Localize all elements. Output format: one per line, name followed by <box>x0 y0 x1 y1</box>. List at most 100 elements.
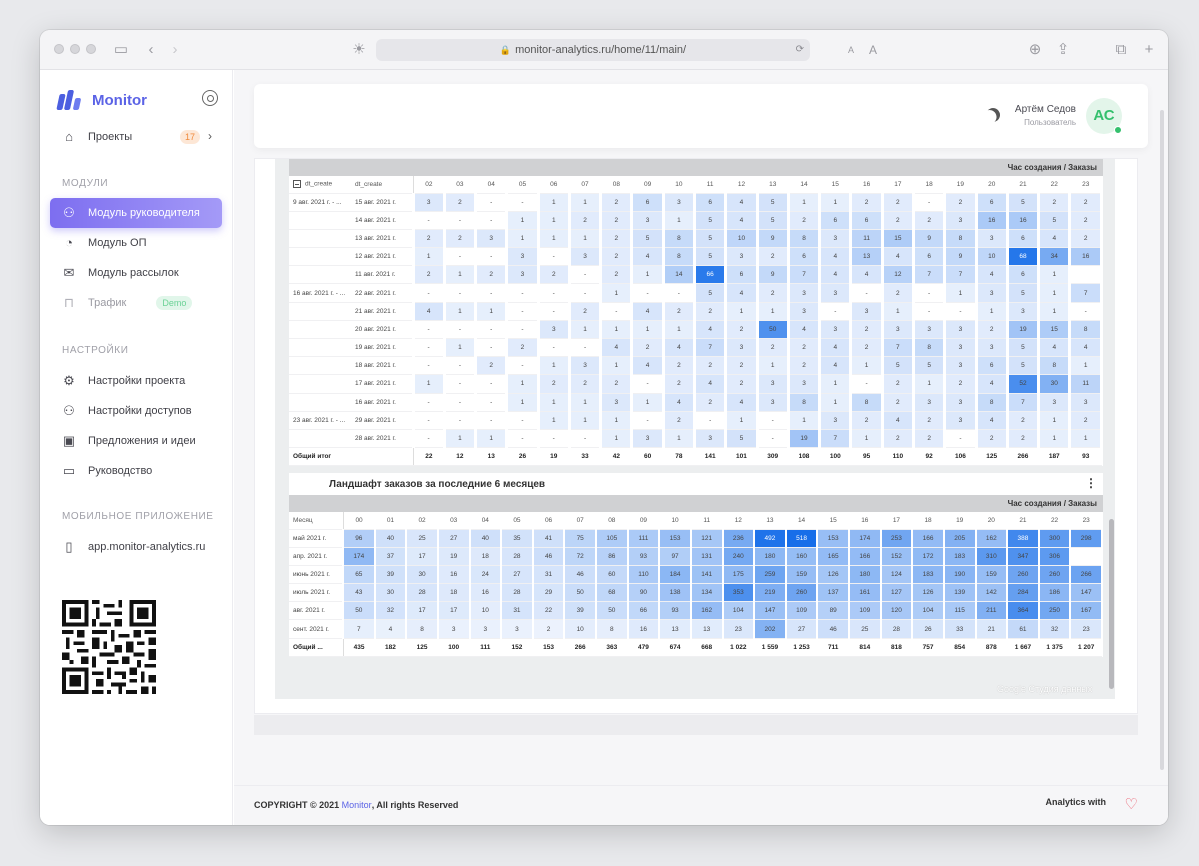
table-row: апр. 2021 г. 174 37 17 19 18 28 46 72 86 93 97 131 24… <box>289 547 1103 566</box>
reload-icon[interactable]: ⟳ <box>795 44 804 55</box>
theme-settings-icon[interactable] <box>202 90 218 106</box>
total-cell: 182 <box>374 637 407 657</box>
value-cell: 27 <box>500 565 534 585</box>
value-cell: 5 <box>911 356 947 376</box>
value-cell: 97 <box>658 547 692 566</box>
total-cell: 674 <box>659 637 691 657</box>
value-cell: 2 <box>849 338 884 358</box>
user-name[interactable]: Артём Седов <box>1014 104 1076 115</box>
value-cell: 3 <box>755 393 790 412</box>
total-cell: 266 <box>564 637 596 657</box>
total-spacer <box>351 447 414 467</box>
column-header-label: dt_create <box>305 180 333 188</box>
total-cell: 1 253 <box>785 637 818 657</box>
sidebar-item-access-settings[interactable]: ⚇ Настройки доступов <box>50 396 222 426</box>
sidebar-item-project-settings[interactable]: ⚙ Настройки проекта <box>50 366 222 396</box>
value-cell: - <box>474 411 509 430</box>
hour-header: 23 <box>1069 176 1102 194</box>
hour-header: 02 <box>413 176 445 194</box>
total-cell: 19 <box>538 447 570 467</box>
projects-count-badge: 17 <box>180 130 200 144</box>
sidebar-item-projects[interactable]: ⌂ Проекты 17 › <box>50 122 222 152</box>
value-cell: 28 <box>500 547 534 566</box>
main-area: Артём Седов Пользователь АС Час создания… <box>234 70 1168 825</box>
address-bar[interactable]: 🔒 monitor-analytics.ru/home/11/main/ ⟳ <box>376 39 810 61</box>
value-cell: 37 <box>373 547 408 566</box>
new-tab-icon[interactable]: + <box>1144 41 1154 58</box>
value-cell: 1 <box>442 429 478 449</box>
value-cell: 3 <box>943 356 978 376</box>
value-cell: 3 <box>818 229 853 249</box>
value-cell: 1 <box>1037 283 1072 303</box>
value-cell: 353 <box>721 583 756 603</box>
share-icon[interactable]: ⇪ <box>1056 41 1070 58</box>
value-cell: - <box>474 393 509 412</box>
value-cell: - <box>411 283 446 303</box>
value-cell: - <box>849 283 884 303</box>
value-cell: 68 <box>1005 247 1041 267</box>
sidebar-item-ideas[interactable]: ▣ Предложения и идеи <box>50 426 222 456</box>
text-smaller-button[interactable]: A <box>847 45 854 55</box>
back-icon[interactable]: ‹ <box>148 41 154 58</box>
minimize-window-button[interactable] <box>70 44 80 54</box>
close-window-button[interactable] <box>54 44 64 54</box>
zoom-window-button[interactable] <box>86 44 96 54</box>
month-cell: авг. 2021 г. <box>289 601 344 621</box>
tabs-icon[interactable]: ⧉ <box>1115 41 1127 58</box>
download-icon[interactable]: ⊕ <box>1028 41 1042 58</box>
moon-icon[interactable] <box>983 105 1002 124</box>
value-cell: 1 <box>661 429 697 449</box>
report-scrollbar[interactable] <box>1109 519 1114 689</box>
brightness-icon[interactable]: ☀ <box>352 41 366 58</box>
value-cell: 2 <box>411 265 446 285</box>
more-options-icon[interactable]: ⋮ <box>1085 476 1097 490</box>
value-cell: 1 <box>818 193 853 212</box>
value-cell: 139 <box>942 583 977 603</box>
hour-header: 06 <box>538 176 570 194</box>
text-larger-button[interactable]: A <box>868 43 877 57</box>
forward-icon[interactable]: › <box>172 41 178 58</box>
value-cell: 266 <box>1069 565 1103 585</box>
value-cell: 104 <box>721 601 756 621</box>
value-cell: 50 <box>755 320 790 340</box>
mobile-app-link[interactable]: ▯ app.monitor-analytics.ru <box>50 532 222 562</box>
collapse-toggle-icon[interactable] <box>293 180 301 189</box>
value-cell: 174 <box>848 529 882 548</box>
hour-header: 18 <box>912 512 944 530</box>
sidebar-item-guide[interactable]: ▭ Руководство <box>50 456 222 486</box>
hour-header: 07 <box>564 512 596 530</box>
value-cell: 28 <box>879 619 914 639</box>
pivot2-title-bar: Час создания / Заказы <box>289 495 1103 512</box>
value-cell: 4 <box>630 247 665 267</box>
sidebar-item-mailing-module[interactable]: ✉ Модуль рассылок <box>50 258 222 288</box>
sidebar-item-sales-module[interactable]: ◔ Модуль ОП <box>50 228 222 258</box>
hour-header: 14 <box>785 512 818 530</box>
monitor-icon: ▭ <box>62 463 76 478</box>
hour-header: 04 <box>475 176 507 194</box>
value-cell: 2 <box>599 229 634 249</box>
month-cell: июнь 2021 г. <box>289 565 344 585</box>
value-cell: 1 <box>505 229 540 249</box>
value-cell: 34 <box>1037 247 1072 267</box>
brand-link[interactable]: Monitor <box>341 800 372 810</box>
page-scrollbar[interactable] <box>1160 110 1164 770</box>
date-cell: 19 авг. 2021 г. <box>351 338 414 358</box>
value-cell: 1 <box>442 302 478 321</box>
app-logo[interactable]: Monitor <box>56 90 147 110</box>
value-cell: 3 <box>786 374 822 394</box>
value-cell: 2 <box>411 229 446 249</box>
value-cell: 2 <box>786 211 822 230</box>
value-cell: 2 <box>880 374 916 394</box>
week-group-cell <box>289 211 351 230</box>
sidebar-item-traffic[interactable]: ⊓ Трафик Demo <box>50 288 222 318</box>
hour-header: 21 <box>1007 512 1039 530</box>
value-cell: 8 <box>661 247 697 267</box>
value-cell: 2 <box>693 302 728 321</box>
value-cell: 1 <box>724 411 759 430</box>
value-cell: 5 <box>630 229 665 249</box>
sidebar-item-manager-module[interactable]: ⚇ Модуль руководителя <box>50 198 222 228</box>
sidebar-toggle-icon[interactable]: ▭ <box>113 41 129 58</box>
value-cell: 2 <box>849 411 884 430</box>
value-cell: 211 <box>974 601 1009 621</box>
value-cell: 1 <box>599 320 634 340</box>
